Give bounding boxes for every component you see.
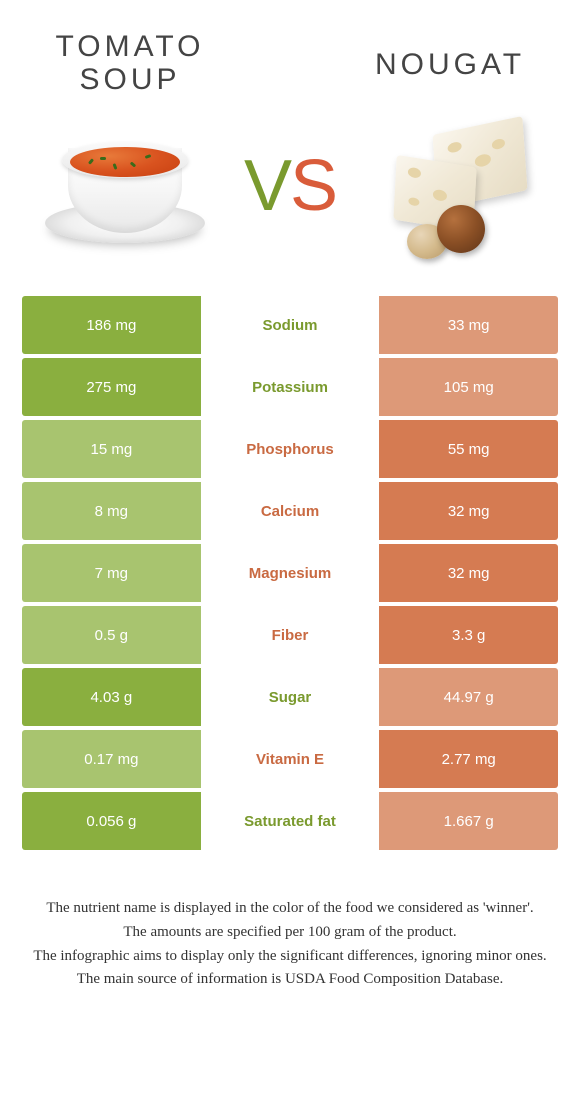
footer-notes: The nutrient name is displayed in the co…: [0, 854, 580, 991]
nutrient-left-value: 0.17 mg: [22, 730, 201, 788]
nutrient-row: 8 mgCalcium32 mg: [22, 482, 558, 540]
nutrient-right-value: 55 mg: [379, 420, 558, 478]
nutrient-left-value: 186 mg: [22, 296, 201, 354]
nutrient-right-value: 105 mg: [379, 358, 558, 416]
nutrient-left-value: 8 mg: [22, 482, 201, 540]
infographic-container: Tomato soup Nougat VS: [0, 0, 580, 991]
nutrient-row: 0.17 mgVitamin E2.77 mg: [22, 730, 558, 788]
nutrient-right-value: 3.3 g: [379, 606, 558, 664]
tomato-soup-image: [30, 106, 220, 266]
nutrient-label: Vitamin E: [201, 730, 380, 788]
vs-v: V: [244, 145, 290, 227]
nutrient-left-value: 7 mg: [22, 544, 201, 602]
nutrient-right-value: 2.77 mg: [379, 730, 558, 788]
image-row: VS: [0, 106, 580, 296]
nutrient-label: Fiber: [201, 606, 380, 664]
nutrient-row: 275 mgPotassium105 mg: [22, 358, 558, 416]
nutrient-left-value: 4.03 g: [22, 668, 201, 726]
footer-line-3: The infographic aims to display only the…: [24, 946, 556, 968]
nougat-image: [360, 106, 550, 266]
nutrient-left-value: 0.5 g: [22, 606, 201, 664]
nutrient-row: 0.5 gFiber3.3 g: [22, 606, 558, 664]
nutrient-row: 15 mgPhosphorus55 mg: [22, 420, 558, 478]
nutrient-left-value: 15 mg: [22, 420, 201, 478]
right-food-title: Nougat: [360, 48, 540, 81]
nutrient-row: 186 mgSodium33 mg: [22, 296, 558, 354]
vs-label: VS: [244, 145, 336, 227]
nutrient-row: 4.03 gSugar44.97 g: [22, 668, 558, 726]
nutrient-right-value: 32 mg: [379, 544, 558, 602]
nutrient-row: 7 mgMagnesium32 mg: [22, 544, 558, 602]
nutrient-label: Calcium: [201, 482, 380, 540]
vs-s: S: [290, 145, 336, 227]
header: Tomato soup Nougat: [0, 0, 580, 106]
nutrient-label: Sugar: [201, 668, 380, 726]
nutrient-row: 0.056 gSaturated fat1.667 g: [22, 792, 558, 850]
footer-line-4: The main source of information is USDA F…: [24, 969, 556, 991]
nutrient-right-value: 1.667 g: [379, 792, 558, 850]
nutrient-label: Phosphorus: [201, 420, 380, 478]
nutrient-label: Potassium: [201, 358, 380, 416]
nutrient-right-value: 32 mg: [379, 482, 558, 540]
nutrient-left-value: 275 mg: [22, 358, 201, 416]
footer-line-2: The amounts are specified per 100 gram o…: [24, 922, 556, 944]
nutrient-table: 186 mgSodium33 mg275 mgPotassium105 mg15…: [22, 296, 558, 850]
left-food-title: Tomato soup: [40, 30, 220, 96]
nutrient-label: Sodium: [201, 296, 380, 354]
nutrient-right-value: 33 mg: [379, 296, 558, 354]
footer-line-1: The nutrient name is displayed in the co…: [24, 898, 556, 920]
nutrient-label: Magnesium: [201, 544, 380, 602]
nutrient-label: Saturated fat: [201, 792, 380, 850]
nutrient-left-value: 0.056 g: [22, 792, 201, 850]
nutrient-right-value: 44.97 g: [379, 668, 558, 726]
